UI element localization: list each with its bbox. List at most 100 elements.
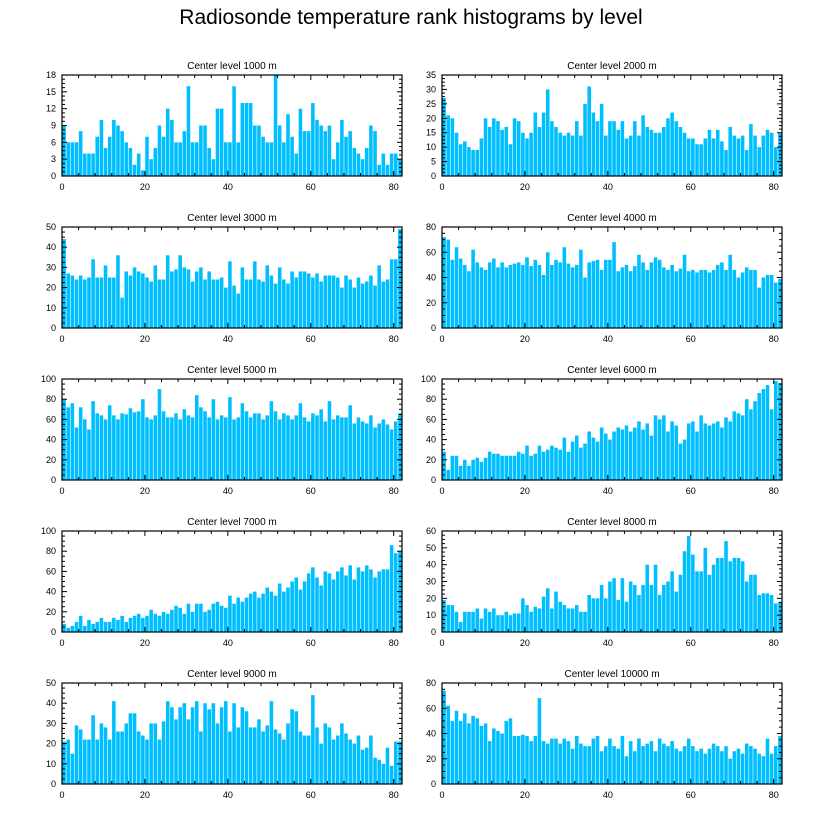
histogram-bar	[136, 613, 141, 632]
panel-title: Center level 1000 m	[187, 61, 277, 72]
histogram-bar	[628, 741, 633, 784]
histogram-bar	[128, 617, 133, 632]
histogram-bar	[344, 575, 348, 632]
histogram-bar	[574, 435, 579, 480]
histogram-bar	[331, 275, 336, 328]
histogram-bar	[769, 132, 774, 176]
x-tick-label: 80	[389, 334, 399, 344]
histogram-bar	[240, 267, 245, 328]
x-tick-label: 20	[140, 182, 150, 192]
histogram-bar	[103, 419, 108, 480]
histogram-bar	[724, 541, 728, 632]
histogram-bar	[458, 144, 463, 176]
histogram-bar	[369, 569, 373, 632]
histogram-bar	[446, 115, 451, 176]
histogram-bar	[512, 613, 517, 632]
histogram-bar	[711, 423, 716, 480]
histogram-bar	[323, 275, 328, 328]
histogram-bar	[253, 727, 257, 784]
x-tick-label: 60	[306, 486, 316, 496]
y-tick-label: 0	[51, 475, 56, 485]
histogram-bar	[554, 591, 558, 632]
histogram-bar	[769, 409, 774, 480]
y-tick-label: 0	[51, 171, 56, 181]
histogram-bar	[186, 603, 191, 632]
histogram-bar	[87, 619, 91, 632]
histogram-bar	[232, 703, 236, 784]
histogram-bar	[566, 263, 571, 328]
histogram-bar	[666, 431, 670, 480]
figure-title: Radiosonde temperature rank histograms b…	[179, 6, 643, 29]
histogram-bar	[340, 723, 344, 784]
histogram-bar	[620, 736, 625, 784]
histogram-bar	[604, 135, 608, 176]
histogram-bar	[587, 262, 591, 328]
histogram-bar	[541, 274, 546, 328]
histogram-bar	[537, 608, 542, 632]
histogram-bar	[298, 589, 303, 632]
histogram-bar	[454, 611, 459, 632]
histogram-bar	[686, 423, 691, 480]
histogram-bar	[732, 751, 737, 784]
histogram-bar	[95, 413, 100, 480]
y-tick-label: 30	[46, 718, 56, 728]
histogram-bar	[695, 144, 699, 176]
histogram-bar	[504, 611, 509, 632]
x-tick-label: 0	[439, 790, 444, 800]
histogram-bar	[583, 277, 587, 328]
histogram-bar	[649, 262, 654, 328]
histogram-bar	[302, 271, 307, 328]
histogram-bar	[178, 419, 182, 480]
histogram-bar	[190, 707, 195, 784]
histogram-bar	[620, 429, 625, 480]
y-tick-label: 15	[46, 87, 56, 97]
histogram-bar	[541, 112, 546, 176]
histogram-bar	[331, 159, 336, 176]
histogram-bar	[740, 561, 745, 632]
histogram-bar	[157, 739, 162, 784]
histogram-bar	[331, 419, 336, 480]
x-tick-label: 40	[223, 486, 233, 496]
histogram-bar	[657, 419, 662, 480]
histogram-bar	[91, 623, 95, 632]
histogram-bar	[203, 411, 207, 480]
x-tick-label: 0	[439, 334, 444, 344]
y-tick-label: 20	[426, 455, 436, 465]
histogram-bar	[132, 267, 137, 328]
histogram-bar	[161, 136, 166, 176]
histogram-bar	[286, 283, 290, 328]
histogram-bar	[628, 271, 633, 328]
histogram-bar	[562, 738, 567, 784]
histogram-bar	[703, 547, 708, 632]
histogram-bar	[516, 613, 521, 632]
histogram-bar	[136, 271, 141, 328]
histogram-bar	[442, 237, 446, 328]
histogram-bar	[112, 119, 116, 176]
histogram-bar	[170, 417, 174, 480]
histogram-bar	[599, 103, 604, 176]
histogram-bar	[666, 269, 670, 328]
histogram-bar	[774, 746, 778, 785]
histogram-bar	[649, 129, 654, 176]
y-tick-label: 50	[426, 543, 436, 553]
histogram-bar	[261, 136, 265, 176]
histogram-bar	[765, 593, 770, 632]
histogram-bar	[753, 574, 757, 632]
histogram-bar	[286, 114, 290, 176]
histogram-bar	[657, 738, 662, 784]
histogram-bar	[533, 453, 538, 480]
histogram-bar	[541, 741, 546, 784]
histogram-bar	[182, 409, 187, 480]
histogram-bar	[136, 153, 141, 176]
x-tick-label: 80	[769, 182, 779, 192]
histogram-bar	[124, 414, 129, 480]
y-tick-label: 80	[426, 678, 436, 688]
histogram-bar	[686, 536, 691, 632]
histogram-bar	[277, 733, 282, 784]
histogram-bar	[356, 567, 361, 632]
x-tick-label: 20	[140, 486, 150, 496]
histogram-bar	[327, 401, 332, 480]
histogram-bar	[120, 615, 124, 632]
histogram-bar	[657, 594, 662, 632]
histogram-bar	[269, 142, 274, 176]
